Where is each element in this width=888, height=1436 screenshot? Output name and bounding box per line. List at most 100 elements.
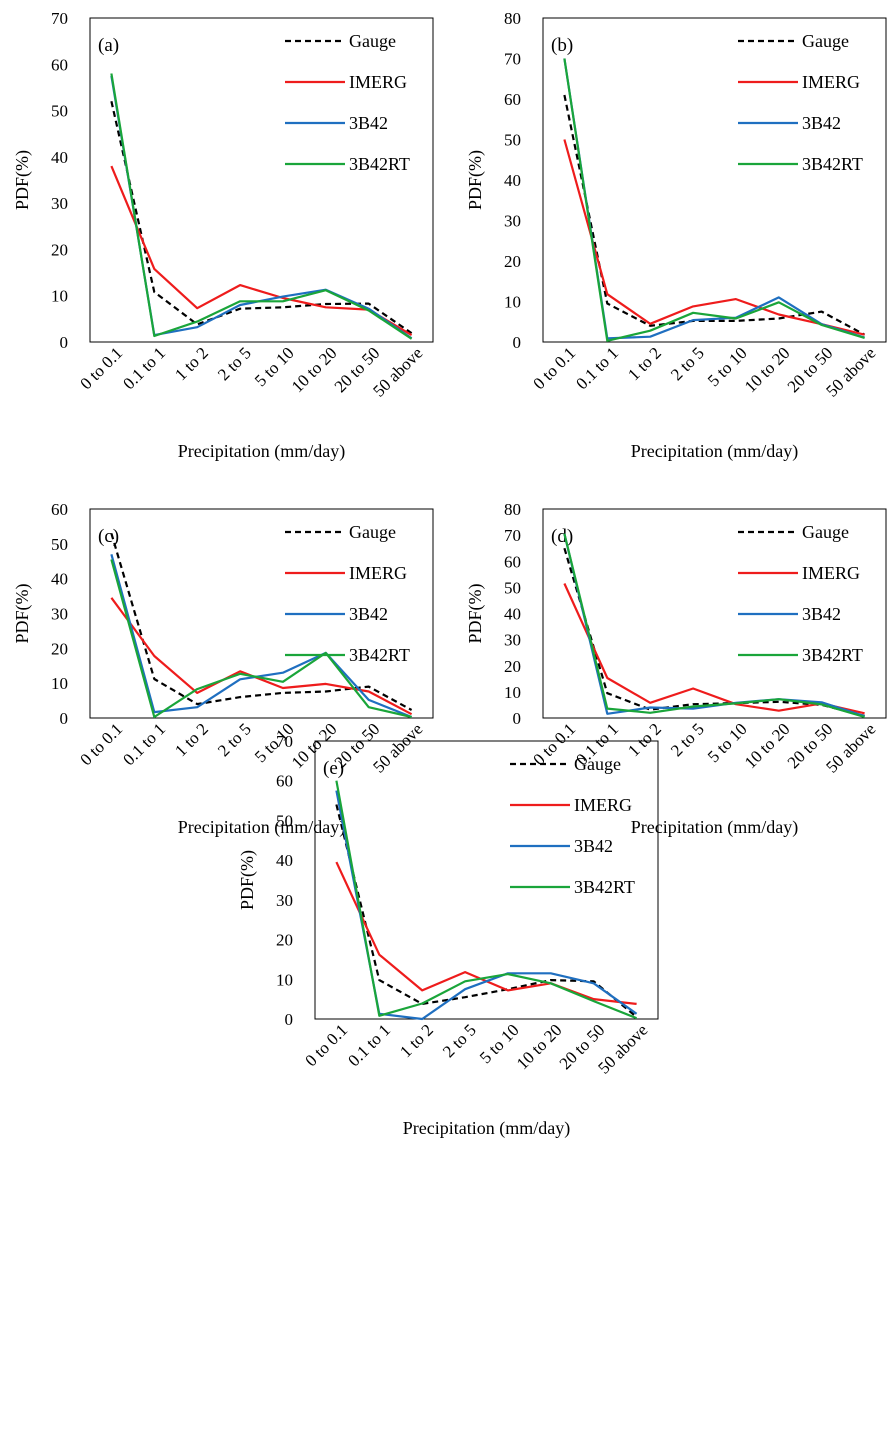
x-tick-label: 2 to 5 bbox=[439, 1020, 480, 1061]
y-axis-label: PDF(%) bbox=[237, 850, 258, 910]
y-tick-label: 70 bbox=[504, 50, 521, 69]
legend-entry: Gauge bbox=[349, 522, 396, 542]
legend: Gauge IMERG 3B42 3B42RT bbox=[738, 522, 863, 665]
y-tick-label: 40 bbox=[504, 605, 521, 624]
series-line-3b42rt bbox=[563, 533, 865, 719]
panel-label: (d) bbox=[551, 526, 573, 547]
x-tick-label: 10 to 20 bbox=[288, 343, 341, 396]
x-tick-label: 1 to 2 bbox=[396, 1020, 437, 1061]
series-line-3b42rt bbox=[110, 73, 413, 340]
x-axis-label: Precipitation (mm/day) bbox=[178, 441, 345, 462]
legend: Gauge IMERG 3B42 3B42RT bbox=[738, 31, 863, 174]
y-tick-label: 20 bbox=[504, 657, 521, 676]
y-tick-label: 20 bbox=[276, 931, 293, 950]
legend: Gauge IMERG 3B42 3B42RT bbox=[285, 31, 410, 174]
y-tick-label: 30 bbox=[504, 212, 521, 231]
legend-entry: IMERG bbox=[802, 72, 860, 92]
legend-entry: Gauge bbox=[574, 754, 621, 774]
series-line-gauge bbox=[110, 101, 413, 335]
y-tick-label: 0 bbox=[513, 709, 522, 728]
x-tick-label: 1 to 2 bbox=[624, 343, 665, 384]
legend-entry: Gauge bbox=[802, 31, 849, 51]
y-axis-label: PDF(%) bbox=[12, 583, 33, 643]
y-tick-label: 40 bbox=[276, 851, 293, 870]
x-tick-label: 10 to 20 bbox=[513, 1020, 566, 1073]
y-tick-label: 0 bbox=[285, 1010, 294, 1029]
legend-entry: 3B42RT bbox=[802, 645, 863, 665]
x-tick-label: 0 to 0.1 bbox=[529, 719, 579, 769]
y-tick-label: 50 bbox=[51, 535, 68, 554]
x-tick-label: 1 to 2 bbox=[171, 343, 212, 384]
x-axis-label: Precipitation (mm/day) bbox=[403, 1118, 570, 1139]
y-tick-label: 40 bbox=[51, 148, 68, 167]
panel-label: (e) bbox=[323, 758, 344, 779]
y-axis-label: PDF(%) bbox=[12, 150, 33, 210]
y-tick-label: 0 bbox=[60, 709, 69, 728]
y-tick-label: 20 bbox=[51, 240, 68, 259]
x-tick-label: 2 to 5 bbox=[214, 343, 255, 384]
x-tick-label: 0.1 to 1 bbox=[572, 343, 622, 393]
legend-entry: 3B42RT bbox=[574, 877, 635, 897]
y-tick-label: 50 bbox=[504, 131, 521, 150]
plot-frame bbox=[542, 17, 887, 343]
series-line-gauge bbox=[110, 533, 413, 711]
y-tick-label: 10 bbox=[504, 683, 521, 702]
legend-entry: Gauge bbox=[802, 522, 849, 542]
plot-frame bbox=[314, 740, 659, 1020]
x-tick-label: 0 to 0.1 bbox=[301, 1020, 351, 1070]
legend-entry: IMERG bbox=[349, 72, 407, 92]
y-tick-label: 80 bbox=[504, 9, 521, 28]
legend: Gauge IMERG 3B42 3B42RT bbox=[510, 754, 635, 897]
x-tick-label: 10 to 20 bbox=[741, 343, 794, 396]
series-line-3b42 bbox=[563, 533, 865, 718]
y-axis-label: PDF(%) bbox=[465, 583, 486, 643]
y-tick-label: 70 bbox=[276, 732, 293, 751]
x-tick-label: 0 to 0.1 bbox=[76, 719, 126, 769]
x-tick-label: 1 to 2 bbox=[171, 719, 212, 760]
x-tick-label: 0 to 0.1 bbox=[529, 343, 579, 393]
y-tick-label: 60 bbox=[504, 552, 521, 571]
y-tick-label: 10 bbox=[51, 674, 68, 693]
y-tick-label: 40 bbox=[504, 171, 521, 190]
y-axis-label: PDF(%) bbox=[465, 150, 486, 210]
y-tick-label: 20 bbox=[51, 639, 68, 658]
y-tick-label: 50 bbox=[276, 811, 293, 830]
plot-frame bbox=[89, 508, 434, 719]
x-tick-label: 0.1 to 1 bbox=[119, 719, 169, 769]
y-tick-label: 0 bbox=[60, 333, 69, 352]
series-line-3b42rt bbox=[110, 559, 412, 719]
x-tick-label: 10 to 20 bbox=[741, 719, 794, 772]
x-tick-label: 2 to 5 bbox=[667, 343, 708, 384]
y-tick-label: 70 bbox=[51, 9, 68, 28]
legend-entry: 3B42RT bbox=[349, 154, 410, 174]
series-line-gauge bbox=[563, 94, 866, 336]
x-axis-label: Precipitation (mm/day) bbox=[631, 441, 798, 462]
legend-entry: 3B42RT bbox=[802, 154, 863, 174]
series-line-3b42rt bbox=[563, 58, 865, 342]
y-tick-label: 30 bbox=[51, 605, 68, 624]
plot-frame bbox=[89, 17, 434, 343]
legend-entry: IMERG bbox=[349, 563, 407, 583]
series-line-imerg bbox=[110, 597, 413, 716]
plot-frame bbox=[542, 508, 887, 719]
y-tick-label: 10 bbox=[276, 970, 293, 989]
panel-label: (a) bbox=[98, 35, 119, 56]
y-tick-label: 40 bbox=[51, 570, 68, 589]
x-tick-label: 2 to 5 bbox=[667, 719, 708, 760]
series-line-3b42 bbox=[335, 790, 638, 1021]
legend-entry: 3B42 bbox=[802, 604, 841, 624]
panel-label: (c) bbox=[98, 526, 119, 547]
y-tick-label: 60 bbox=[504, 90, 521, 109]
y-tick-label: 30 bbox=[504, 631, 521, 650]
y-tick-label: 80 bbox=[504, 500, 521, 519]
series-line-gauge bbox=[335, 804, 638, 1018]
panel-label: (b) bbox=[551, 35, 573, 56]
legend-entry: 3B42 bbox=[349, 604, 388, 624]
x-axis-label: Precipitation (mm/day) bbox=[631, 817, 798, 838]
